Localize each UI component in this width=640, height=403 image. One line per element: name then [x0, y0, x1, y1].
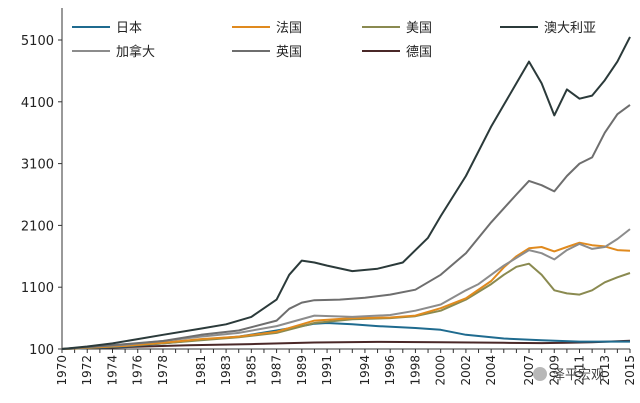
x-tick-label: 1974 — [105, 355, 119, 386]
series-line-1 — [61, 241, 631, 350]
legend-label: 日本 — [116, 21, 142, 36]
series-line-2 — [61, 262, 631, 350]
series-line-4 — [61, 228, 631, 350]
x-tick-label: 2007 — [522, 355, 536, 386]
y-tick-label: 2100 — [21, 219, 54, 234]
watermark-text: 泽平宏观 — [552, 368, 604, 383]
series-lines — [61, 36, 631, 350]
x-tick-label: 2015 — [623, 355, 637, 386]
legend-label: 美国 — [406, 21, 432, 36]
legend-label: 德国 — [406, 45, 432, 60]
series-line-3 — [61, 36, 631, 350]
y-tick-label: 5100 — [21, 34, 54, 49]
legend-label: 英国 — [276, 45, 302, 60]
x-tick-label: 2002 — [459, 355, 473, 386]
x-tick-label: 2011 — [573, 355, 587, 386]
x-tick-label: 2009 — [547, 355, 561, 386]
y-tick-label: 3100 — [21, 158, 54, 173]
x-tick-label: 1994 — [358, 355, 372, 386]
series-line-6 — [61, 339, 631, 350]
axes: 100 1100 2100 3100 4100 5100 1970 1972 1974 1976 1… — [21, 8, 637, 386]
x-tick-label: 1991 — [320, 355, 334, 386]
x-tick-label: 1981 — [194, 355, 208, 386]
x-tick-label: 2000 — [434, 355, 448, 386]
watermark: 泽平宏观 — [533, 367, 604, 383]
x-tick-label: 1985 — [244, 355, 258, 386]
x-tick-label: 2004 — [484, 355, 498, 386]
wechat-icon — [533, 367, 547, 381]
y-tick-label: 4100 — [21, 96, 54, 111]
y-tick-label: 100 — [29, 343, 54, 358]
x-tick-label: 1998 — [408, 355, 422, 386]
x-tick-label: 1978 — [156, 355, 170, 386]
x-tick-label: 1970 — [55, 355, 69, 386]
x-tick-label: 1983 — [219, 355, 233, 386]
legend-label: 加拿大 — [116, 44, 155, 60]
series-line-5 — [61, 104, 631, 350]
legend-label: 法国 — [276, 21, 302, 36]
x-tick-label: 1996 — [383, 355, 397, 386]
x-tick-label: 1989 — [295, 355, 309, 386]
x-tick-label: 1987 — [270, 355, 284, 386]
x-tick-label: 1972 — [80, 355, 94, 386]
x-tick-label: 1976 — [131, 355, 145, 386]
y-tick-label: 1100 — [21, 281, 54, 296]
x-tick-label: 2013 — [598, 355, 612, 386]
legend-label: 澳大利亚 — [544, 20, 596, 36]
